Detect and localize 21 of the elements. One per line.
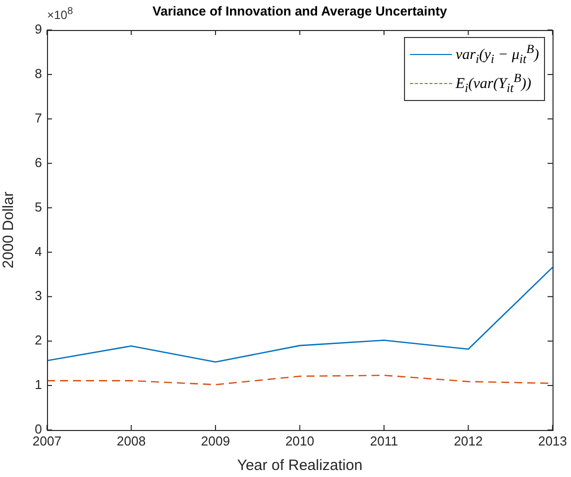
x-tick-label: 2011 <box>370 433 398 448</box>
y-tick-label: 7 <box>34 110 42 126</box>
y-tick-label: 6 <box>34 154 42 170</box>
x-tick-label: 2012 <box>454 433 483 448</box>
x-tick-label: 2010 <box>285 433 314 448</box>
chart-title: Variance of Innovation and Average Uncertainty <box>152 4 448 19</box>
y-tick-label: 1 <box>34 377 42 392</box>
y-tick-label: 4 <box>34 244 42 259</box>
y-axis-title: 2000 Dollar <box>0 192 18 268</box>
legend-label: var$_{i}$(y$_{i}$ − μ$_{it}$$^{B}$) <box>456 41 539 68</box>
x-tick-label: 2008 <box>116 433 146 448</box>
x-tick-label: 2009 <box>201 433 230 448</box>
legend-label: E$_{i}$(var(Y$_{it}$$^{B}$)) <box>456 70 532 97</box>
text: ×10$^{8}$ <box>47 6 73 22</box>
y-tick-label: 2 <box>34 332 42 348</box>
y-tick-label: 3 <box>34 288 42 304</box>
x-tick-label: 2013 <box>538 433 567 448</box>
y-tick-label: 8 <box>34 66 42 82</box>
x-axis-title: Year of Realization <box>237 457 362 474</box>
y-tick-label: 5 <box>34 199 42 214</box>
y-tick-label: 9 <box>34 22 42 37</box>
